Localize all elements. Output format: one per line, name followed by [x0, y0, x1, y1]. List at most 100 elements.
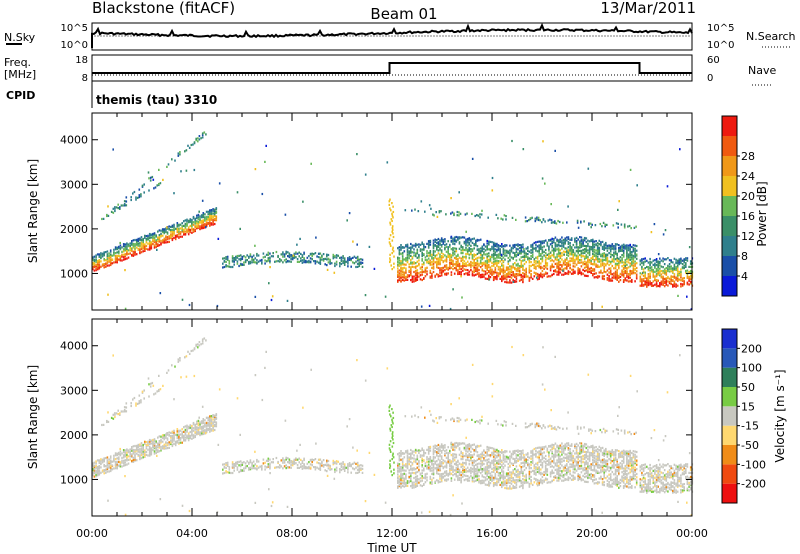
power-cell [614, 245, 617, 248]
velocity-cell [144, 440, 146, 443]
power-cell [389, 198, 391, 201]
power-cell [205, 215, 208, 218]
power-cell [504, 277, 506, 280]
velocity-cell [455, 468, 458, 471]
power-cell [689, 277, 692, 280]
power-cell [646, 283, 648, 286]
station-title: Blackstone (fitACF) [92, 0, 235, 17]
power-cell [400, 276, 402, 279]
power-cell [580, 239, 583, 242]
power-cell [445, 259, 448, 262]
power-cell [173, 227, 175, 230]
power-cell [621, 254, 623, 257]
power-cell [215, 215, 218, 218]
power-cell [639, 263, 642, 266]
power-cell [316, 260, 318, 263]
power-cell [582, 240, 584, 243]
power-cell [541, 250, 544, 253]
power-cell [213, 214, 216, 218]
power-cell [444, 254, 446, 257]
power-cell [424, 269, 427, 272]
power-cell [450, 258, 453, 261]
power-cell [622, 252, 625, 255]
power-cell [525, 261, 527, 264]
power-cell [339, 256, 341, 259]
velocity-cell [413, 484, 415, 487]
power-cell [609, 260, 612, 263]
velocity-cell [109, 456, 112, 459]
power-cell [398, 263, 401, 266]
power-cell [512, 244, 514, 247]
power-cell [254, 244, 256, 247]
velocity-cell [121, 459, 123, 462]
power-cell [403, 263, 406, 266]
power-cell [489, 266, 492, 269]
power-cell [496, 242, 498, 245]
velocity-cell [122, 451, 125, 454]
velocity-cell [352, 467, 354, 470]
power-cell [522, 264, 524, 267]
velocity-cell [246, 465, 248, 468]
power-cell [397, 273, 399, 276]
power-cell [347, 257, 349, 260]
velocity-cell [187, 434, 190, 437]
velocity-cell [350, 471, 352, 474]
power-cell [528, 250, 531, 253]
power-cell [670, 282, 672, 286]
power-cell [458, 262, 461, 265]
power-cell [445, 243, 448, 246]
power-cell [439, 260, 441, 263]
power-cell [641, 258, 643, 261]
power-cell [116, 251, 118, 254]
power-cell [654, 283, 656, 286]
power-cell [535, 243, 537, 247]
velocity-cell [96, 467, 99, 470]
power-cell [569, 250, 571, 253]
power-cell [668, 277, 671, 280]
power-cell [450, 261, 453, 264]
velocity-cell [416, 466, 419, 469]
power-cell [641, 283, 643, 286]
power-cell [120, 204, 123, 207]
power-cell [652, 259, 655, 262]
velocity-cell [129, 453, 131, 456]
velocity-cell [103, 460, 105, 463]
power-cell [184, 222, 187, 225]
power-cell [189, 220, 192, 223]
power-cell [157, 237, 159, 241]
power-cell [194, 221, 196, 224]
power-cell [537, 216, 540, 219]
velocity-cell [103, 465, 105, 468]
power-cell [554, 245, 557, 248]
power-cell [544, 252, 547, 255]
power-cell [392, 250, 395, 253]
power-cell [465, 230, 467, 233]
power-cell [400, 267, 402, 270]
power-cell [629, 262, 631, 265]
power-cell [670, 276, 672, 279]
velocity-cell [93, 471, 96, 474]
velocity-cell [296, 466, 299, 469]
velocity-cell [414, 468, 417, 471]
velocity-cell [207, 416, 209, 419]
velocity-cell [440, 474, 443, 477]
power-cell [583, 260, 586, 263]
velocity-cell [432, 457, 435, 460]
power-cell [634, 272, 636, 275]
power-cell [670, 275, 672, 278]
power-cell [483, 273, 485, 276]
velocity-cell [244, 465, 247, 468]
velocity-cell [462, 458, 464, 461]
power-cell [618, 247, 620, 250]
power-cell [598, 251, 601, 255]
power-cell [119, 207, 121, 210]
power-cell [340, 262, 343, 266]
power-cell [577, 258, 579, 261]
power-cell [210, 210, 213, 213]
velocity-cell [181, 433, 183, 436]
velocity-cell [132, 451, 135, 454]
power-cell [605, 247, 607, 250]
power-cell [265, 144, 267, 147]
power-cell [689, 282, 692, 285]
power-cell [471, 274, 474, 277]
